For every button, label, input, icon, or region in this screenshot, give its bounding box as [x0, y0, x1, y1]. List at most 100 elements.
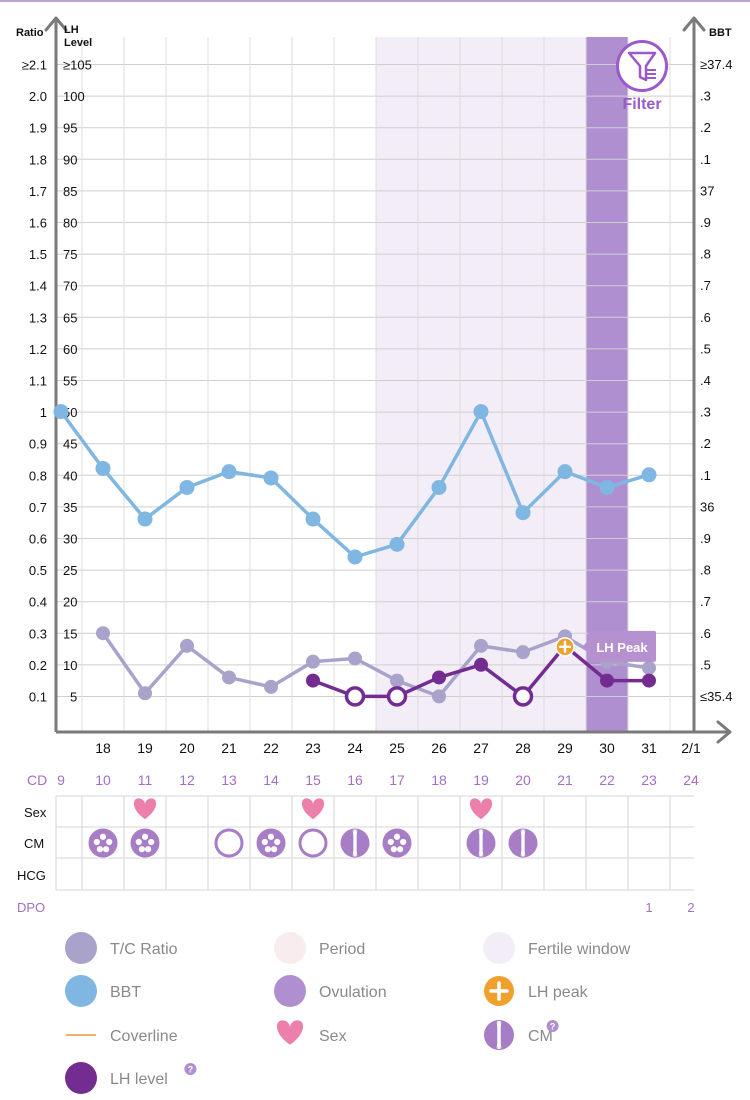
tc-ratio-point[interactable] — [138, 686, 152, 701]
period-swatch-icon — [274, 932, 306, 964]
lh-level-point[interactable] — [432, 670, 446, 685]
legend-label: Coverline — [110, 1028, 178, 1045]
lh-level-point[interactable] — [600, 673, 614, 688]
ratio-tick-label: 0.2 — [29, 658, 47, 673]
lh-tick-label: 10 — [63, 658, 77, 673]
bbt-point[interactable] — [263, 470, 279, 486]
cycle-day-label: 17 — [389, 772, 405, 788]
tc-ratio-swatch-icon — [65, 932, 97, 964]
bbt-point[interactable] — [389, 536, 405, 552]
bbt-point[interactable] — [221, 464, 237, 480]
bbt-tick-label: .9 — [700, 215, 711, 230]
dpo-row-label: DPO — [17, 900, 45, 915]
cm-dot — [99, 833, 107, 840]
ratio-tick-label: 1.7 — [29, 184, 47, 199]
tc-ratio-point[interactable] — [180, 638, 194, 653]
cm-dot — [390, 846, 397, 853]
ratio-tick-label: 0.1 — [29, 690, 47, 705]
right-axis-arrow — [682, 16, 706, 32]
ratio-tick-label: ≥2.1 — [22, 58, 47, 73]
legend-item-cm: CM? — [484, 1020, 559, 1050]
ovulation-band — [586, 37, 628, 732]
cycle-day-label: 15 — [305, 772, 321, 788]
x-date-tick-label: 26 — [431, 740, 447, 756]
tc-ratio-point[interactable] — [264, 679, 278, 694]
bbt-point[interactable] — [431, 479, 447, 495]
x-date-tick-label: 22 — [263, 740, 279, 756]
lh-level-point[interactable] — [344, 686, 366, 707]
cm-dot — [274, 838, 281, 846]
cm-creamy-icon — [130, 828, 160, 858]
bbt-point[interactable] — [473, 404, 489, 420]
bbt-swatch-icon — [65, 975, 97, 1007]
bbt-point[interactable] — [515, 505, 531, 521]
tc-ratio-point[interactable] — [390, 673, 404, 688]
bbt-point[interactable] — [305, 511, 321, 527]
legend-item-lhpeak: LH peak — [484, 976, 589, 1006]
help-icon-glyph: ? — [550, 1022, 556, 1032]
cm-dot — [135, 838, 142, 846]
filter-lines — [647, 69, 656, 79]
filter-button[interactable]: Filter — [616, 40, 668, 114]
bbt-point[interactable] — [179, 479, 195, 495]
tc-ratio-point[interactable] — [306, 654, 320, 669]
tc-ratio-point[interactable] — [348, 651, 362, 666]
tc-ratio-point[interactable] — [96, 626, 110, 641]
bbt-point[interactable] — [137, 511, 153, 527]
lh-tick-label: 90 — [63, 152, 77, 167]
ratio-tick-label: 0.4 — [29, 595, 47, 610]
left-axis-arrow — [44, 16, 68, 32]
cm-creamy-icon — [256, 828, 286, 858]
lh-level-point[interactable] — [642, 673, 656, 688]
bbt-point[interactable] — [599, 479, 615, 495]
lh-level-point[interactable] — [306, 673, 320, 688]
cm-dot — [261, 838, 268, 846]
lh-axis-header: Level — [64, 37, 92, 49]
bbt-point[interactable] — [557, 464, 573, 480]
legend-item-ovulation: Ovulation — [274, 975, 387, 1007]
lh-axis-header: LH — [64, 24, 79, 36]
tc-ratio-point[interactable] — [474, 638, 488, 653]
help-icon[interactable]: ? — [546, 1020, 559, 1032]
lh-level-point[interactable] — [474, 657, 488, 672]
bbt-tick-label: .9 — [700, 531, 711, 546]
heart-icon — [276, 1020, 304, 1045]
bbt-point[interactable] — [347, 549, 363, 565]
bbt-tick-label: .6 — [700, 310, 711, 325]
bbt-tick-label: .8 — [700, 247, 711, 262]
cycle-day-label: 14 — [263, 772, 279, 788]
cervical-mucus-icon — [256, 828, 286, 858]
bbt-point[interactable] — [95, 460, 111, 476]
cycle-day-label: 18 — [431, 772, 447, 788]
bbt-point[interactable] — [641, 467, 657, 483]
chart-series[interactable]: LH Peak — [53, 404, 657, 707]
ratio-tick-label: 0.8 — [29, 468, 47, 483]
ratio-tick-label: 0.9 — [29, 437, 47, 452]
tc-ratio-point[interactable] — [642, 660, 656, 675]
legend-item-ratio: T/C Ratio — [65, 932, 178, 964]
legend-item-sex: Sex — [276, 1020, 347, 1045]
cycle-day-label: 19 — [473, 772, 489, 788]
filter-funnel-icon — [627, 51, 657, 82]
cm-dot — [145, 846, 152, 853]
cm-ring-icon — [214, 828, 244, 858]
tc-ratio-line — [101, 632, 650, 699]
sex-row-label: Sex — [24, 805, 47, 820]
tc-ratio-point[interactable] — [432, 689, 446, 704]
lh-level-point[interactable] — [512, 686, 534, 707]
lh-peak-marker[interactable]: LH Peak — [555, 630, 656, 662]
bbt-tick-label: .1 — [700, 152, 711, 167]
legend-label: Ovulation — [319, 984, 387, 1001]
filter-label: Filter — [622, 96, 661, 113]
lh-tick-label: 5 — [70, 690, 77, 705]
bbt-tick-label: .5 — [700, 657, 711, 672]
bbt-point[interactable] — [53, 404, 69, 420]
cm-dot — [271, 846, 278, 853]
help-icon[interactable]: ? — [184, 1063, 197, 1075]
lh-level-point[interactable] — [386, 686, 408, 707]
tc-ratio-point[interactable] — [516, 645, 530, 660]
ovulation-swatch-icon — [274, 975, 306, 1007]
cm-eggwhite-stroke — [497, 1021, 501, 1049]
tc-ratio-point[interactable] — [222, 670, 236, 685]
